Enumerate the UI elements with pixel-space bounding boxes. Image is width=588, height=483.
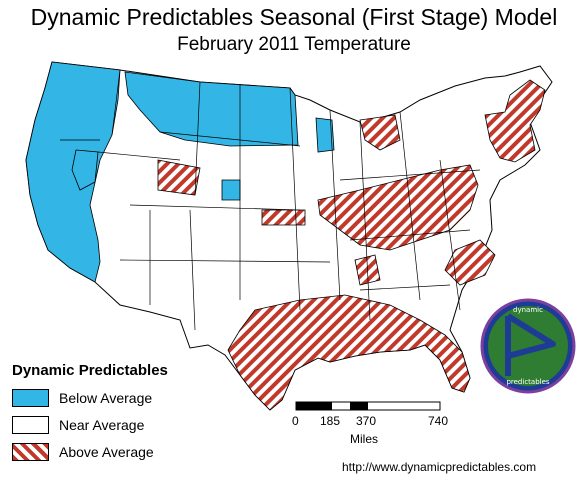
legend-item-above: Above Average bbox=[12, 438, 212, 465]
scale: 0 185 370 740 Miles bbox=[282, 402, 452, 452]
region-colorado bbox=[221, 179, 241, 201]
website-url: http://www.dynamicpredictables.com bbox=[342, 460, 537, 474]
legend: Dynamic Predictables Below Average Near … bbox=[12, 362, 212, 465]
legend-label: Below Average bbox=[59, 389, 153, 406]
logo-bottom-text: predictables bbox=[506, 378, 549, 386]
scale-bar-graphic bbox=[295, 401, 441, 411]
legend-label: Near Average bbox=[59, 416, 145, 433]
legend-item-below: Below Average bbox=[12, 384, 212, 411]
region-southeast bbox=[227, 294, 471, 411]
legend-swatch-above bbox=[12, 442, 49, 461]
region-northern-plains bbox=[124, 71, 299, 147]
region-kansas bbox=[261, 209, 306, 226]
region-wisconsin bbox=[315, 117, 335, 153]
legend-swatch-near bbox=[12, 415, 49, 434]
scale-tick: 370 bbox=[356, 414, 377, 428]
region-new-england bbox=[484, 79, 546, 163]
map-title: Dynamic Predictables Seasonal (First Sta… bbox=[30, 4, 558, 30]
dynamic-predictables-logo: dynamic predictables bbox=[480, 298, 576, 394]
legend-title: Dynamic Predictables bbox=[12, 362, 168, 379]
below-average-regions bbox=[25, 61, 517, 283]
region-carolinas bbox=[444, 239, 496, 286]
legend-item-near: Near Average bbox=[12, 411, 212, 438]
scale-unit: Miles bbox=[350, 432, 379, 446]
region-nevada-strip bbox=[71, 149, 99, 191]
legend-label: Above Average bbox=[59, 443, 154, 460]
state-borders bbox=[60, 69, 481, 331]
region-ohio-valley bbox=[317, 164, 479, 251]
above-average-regions bbox=[157, 79, 546, 411]
logo-top-text: dynamic bbox=[513, 306, 543, 314]
scale-tick: 740 bbox=[428, 414, 449, 428]
legend-swatch-below bbox=[12, 388, 49, 407]
map-subtitle: February 2011 Temperature bbox=[177, 34, 411, 55]
scale-tick: 0 bbox=[292, 414, 299, 428]
scale-tick: 185 bbox=[320, 414, 341, 428]
region-upper-midwest bbox=[359, 114, 401, 151]
